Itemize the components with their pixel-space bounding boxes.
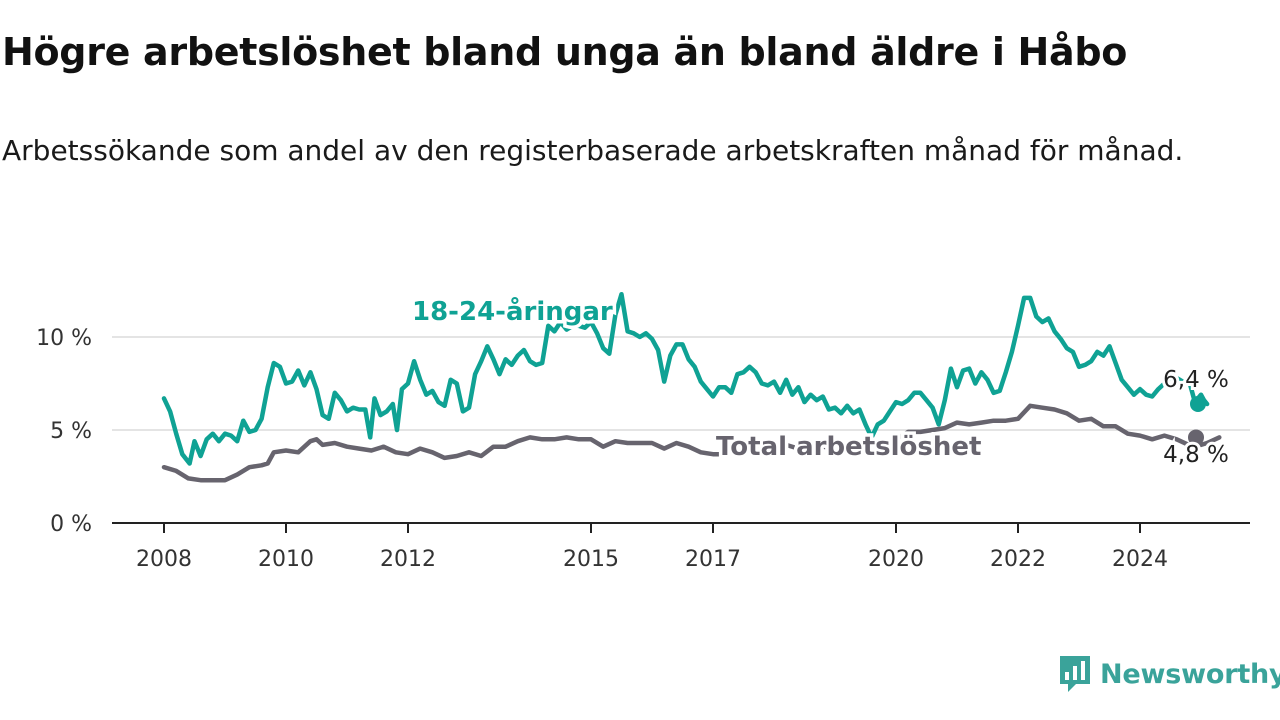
series-line-total [161,403,1222,483]
x-tick-label: 2008 [136,547,192,572]
x-tick-label: 2010 [258,547,314,572]
y-tick-label: 10 % [36,326,92,351]
chart-subtitle: Arbetssökande som andel av den registerb… [2,134,1184,167]
x-tick-label: 2020 [868,547,924,572]
y-tick-label: 5 % [50,419,92,444]
x-tick-label: 2017 [685,547,741,572]
x-tick-label: 2015 [563,547,619,572]
bar-chart-bubble-icon [1060,656,1090,692]
total-end-value-label: 4,8 % [1163,442,1229,468]
series-label-total: Total arbetslöshet [716,432,981,462]
series-label-youth: 18-24-åringar [412,295,613,327]
youth-end-value-label: 6,4 % [1163,367,1229,393]
x-tick-label: 2024 [1112,547,1168,572]
brand-logo[interactable]: Newsworthy [1058,654,1280,694]
series-end-marker [1190,395,1206,412]
brand-name: Newsworthy [1100,658,1280,690]
x-tick-label: 2012 [380,547,436,572]
series-end-marker [1188,429,1204,446]
series-line-youth [161,291,1210,466]
series-lines [161,291,1222,483]
axes: 0 % 5 % 10 % 2008 2010 2012 2015 2017 2020 2022 20… [36,326,1250,572]
chart-title: Högre arbetslöshet bland unga än bland ä… [2,30,1128,74]
y-tick-label: 0 % [50,512,92,537]
series-labels: 6,4 % 4,8 % 18-24-åringar Total arbetslöshe… [409,292,1232,472]
x-tick-label: 2022 [990,547,1046,572]
gridlines [112,336,1250,431]
